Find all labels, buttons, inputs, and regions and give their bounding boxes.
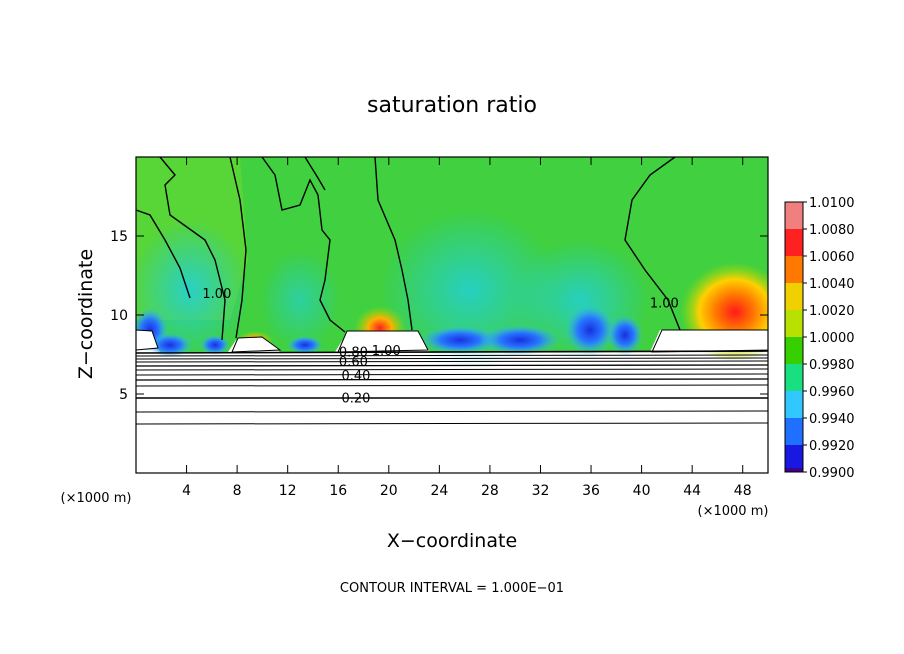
x-unit-label-left: (×1000 m) <box>61 491 132 506</box>
blue-streak-6 <box>480 325 560 355</box>
y-tick-label: 5 <box>119 387 128 403</box>
x-tick-label: 12 <box>279 483 297 499</box>
x-axis: 4 8 12 16 20 24 28 32 36 40 44 48 <box>182 157 752 499</box>
x-tick-label: 32 <box>532 483 550 499</box>
x-tick-label: 28 <box>481 483 499 499</box>
contour-label: 0.60 <box>339 355 368 370</box>
colorbar-label: 0.9940 <box>809 412 855 427</box>
x-tick-label: 44 <box>683 483 701 499</box>
colorbar-label: 0.9980 <box>809 358 855 373</box>
dry-block-4 <box>651 329 768 353</box>
chart-title: saturation ratio <box>367 93 537 118</box>
dry-block-left <box>136 329 159 351</box>
lower-contours <box>136 350 768 425</box>
colorbar-band <box>785 283 803 310</box>
y-tick-label: 10 <box>110 308 128 324</box>
colorbar-band <box>785 337 803 364</box>
colorbar-label: 1.0100 <box>809 196 855 211</box>
contour-interval-note: CONTOUR INTERVAL = 1.000E−01 <box>340 581 564 596</box>
y-axis-label: Z−coordinate <box>75 249 97 379</box>
x-unit-label-right: (×1000 m) <box>698 504 769 519</box>
blue-streak-2 <box>148 333 192 357</box>
colorbar-band <box>785 256 803 283</box>
colorbar-band <box>785 310 803 337</box>
blue-streak-4 <box>287 336 323 354</box>
x-tick-label: 4 <box>182 483 191 499</box>
colorbar-band <box>785 418 803 445</box>
blue-streak-8 <box>607 315 643 355</box>
colorbar-label: 0.9960 <box>809 385 855 400</box>
x-tick-label: 16 <box>329 483 347 499</box>
plot-area <box>136 157 768 473</box>
dry-block-3 <box>337 330 429 353</box>
colorbar-label: 1.0040 <box>809 277 855 292</box>
colorbar-label: 0.9900 <box>809 466 855 481</box>
x-tick-label: 8 <box>233 483 242 499</box>
x-axis-label: X−coordinate <box>387 530 517 552</box>
contour-label: 1.00 <box>202 287 231 302</box>
x-tick-label: 20 <box>380 483 398 499</box>
contour-label: 1.00 <box>650 297 679 312</box>
colorbar-band <box>785 445 803 472</box>
colorbar-band <box>785 391 803 418</box>
colorbar-band <box>785 364 803 391</box>
colorbar-band-bottom <box>785 468 803 472</box>
contour-label: 0.80 <box>339 346 368 361</box>
x-tick-label: 24 <box>430 483 448 499</box>
colorbar-label: 1.0020 <box>809 304 855 319</box>
contour-label-group: 1.00 1.00 0.80 1.00 0.600.40 0.20 <box>202 287 679 406</box>
x-tick-label: 40 <box>633 483 651 499</box>
colorbar-band <box>785 202 803 229</box>
cyan-region-mid <box>260 250 340 350</box>
contour-label: 1.00 <box>372 344 401 359</box>
blue-streak-7 <box>565 305 615 355</box>
colorbar-label: 1.0060 <box>809 250 855 265</box>
colorbar-band <box>785 229 803 256</box>
blue-streak-5 <box>420 326 500 354</box>
saturation-contours <box>136 157 681 341</box>
contour-label: 0.40 <box>341 369 370 384</box>
colorbar-label: 1.0080 <box>809 223 855 238</box>
y-tick-label: 15 <box>110 229 128 245</box>
y-axis: 5 10 15 <box>110 229 768 403</box>
dry-block-2 <box>231 336 282 353</box>
contour-label: 0.20 <box>341 391 370 406</box>
x-tick-label: 48 <box>734 483 752 499</box>
colorbar-label: 0.9920 <box>809 439 855 454</box>
x-tick-label: 36 <box>582 483 600 499</box>
colorbar-label: 1.0000 <box>809 331 855 346</box>
colorbar: 1.0100 1.0080 1.0060 1.0040 1.0020 1.0000 0.99… <box>784 196 855 481</box>
